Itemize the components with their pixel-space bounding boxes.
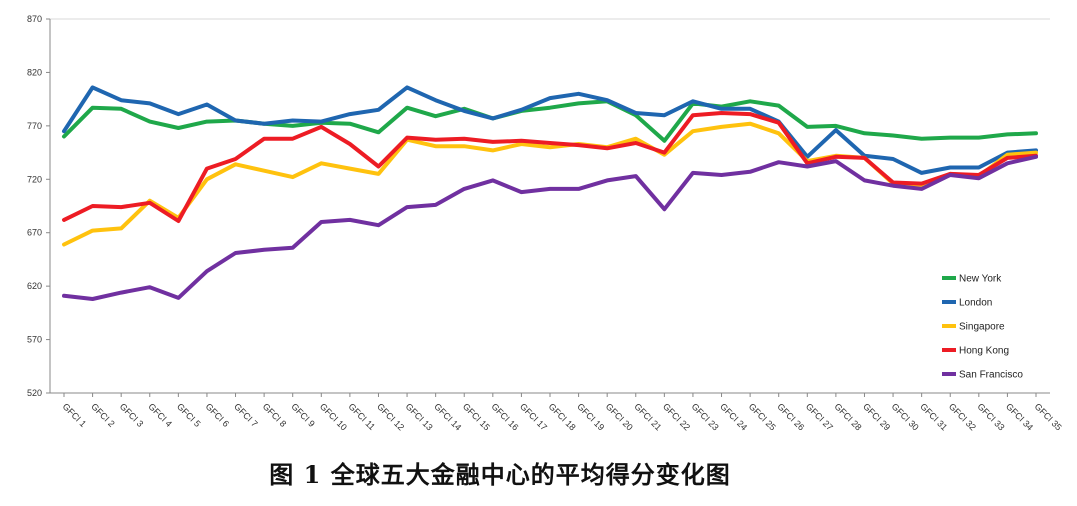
series-lines [62, 85, 1038, 301]
x-tick-label: GFCI 28 [832, 401, 863, 432]
x-tick-label: GFCI 29 [861, 401, 892, 432]
x-tick-label: GFCI 18 [547, 401, 578, 432]
x-tick-label: GFCI 5 [175, 401, 203, 429]
legend-label-london: London [959, 298, 992, 309]
x-tick-label: GFCI 17 [518, 401, 549, 432]
series-line-san-francisco [62, 154, 1038, 301]
x-tick-label: GFCI 27 [804, 401, 835, 432]
x-tick-label: GFCI 31 [918, 401, 949, 432]
y-tick-label: 670 [27, 228, 42, 238]
series-line-hong-kong [62, 111, 1038, 223]
x-tick-label: GFCI 7 [232, 401, 260, 429]
legend-label-hong-kong: Hong Kong [959, 346, 1009, 357]
series-line-london [62, 85, 1038, 175]
x-tick-label: GFCI 10 [318, 401, 349, 432]
x-tick-label: GFCI 15 [461, 401, 492, 432]
y-tick-label: 870 [27, 14, 42, 24]
x-tick-label: GFCI 24 [718, 401, 749, 432]
x-tick-label: GFCI 8 [261, 401, 289, 429]
x-tick-label: GFCI 13 [404, 401, 435, 432]
x-tick-label: GFCI 2 [89, 401, 117, 429]
y-tick-label: 820 [27, 67, 42, 77]
x-tick-label: GFCI 11 [346, 401, 377, 432]
x-tick-label: GFCI 9 [289, 401, 317, 429]
x-tick-label: GFCI 26 [775, 401, 806, 432]
chart-area: 520 570 620 670 720 770 820 870 GFCI 1 GFCI 2 GFCI… [27, 14, 1064, 432]
legend: New York London Singapore Hong Kong San Fran… [942, 274, 1023, 381]
x-tick-label: GFCI 3 [118, 401, 146, 429]
x-tick-label: GFCI 33 [975, 401, 1006, 432]
x-tick-label: GFCI 21 [632, 401, 663, 432]
y-tick-label: 520 [27, 388, 42, 398]
figure-caption: 图 1 全球五大金融中心的平均得分变化图 [269, 460, 731, 489]
x-tick-label: GFCI 35 [1033, 401, 1064, 432]
x-tick-label: GFCI 32 [947, 401, 978, 432]
x-tick-label: GFCI 25 [747, 401, 778, 432]
legend-label-san-francisco: San Francisco [959, 370, 1023, 381]
x-tick-label: GFCI 19 [575, 401, 606, 432]
x-tick-label: GFCI 22 [661, 401, 692, 432]
y-tick-label: 620 [27, 281, 42, 291]
y-tick-label: 570 [27, 335, 42, 345]
x-tick-label: GFCI 12 [375, 401, 406, 432]
x-tick-label: GFCI 1 [61, 401, 89, 429]
x-tick-label: GFCI 16 [489, 401, 520, 432]
x-tick-label: GFCI 14 [432, 401, 463, 432]
legend-label-singapore: Singapore [959, 322, 1005, 333]
x-tick-label: GFCI 4 [146, 401, 174, 429]
x-tick-label: GFCI 20 [604, 401, 635, 432]
x-tick-label: GFCI 6 [204, 401, 232, 429]
series-line-new-york [62, 99, 1038, 143]
legend-label-new-york: New York [959, 274, 1002, 285]
y-tick-label: 720 [27, 174, 42, 184]
x-tick-label: GFCI 30 [890, 401, 921, 432]
y-tick-label: 770 [27, 121, 42, 131]
x-tick-label: GFCI 34 [1004, 401, 1035, 432]
x-tick-label: GFCI 23 [690, 401, 721, 432]
